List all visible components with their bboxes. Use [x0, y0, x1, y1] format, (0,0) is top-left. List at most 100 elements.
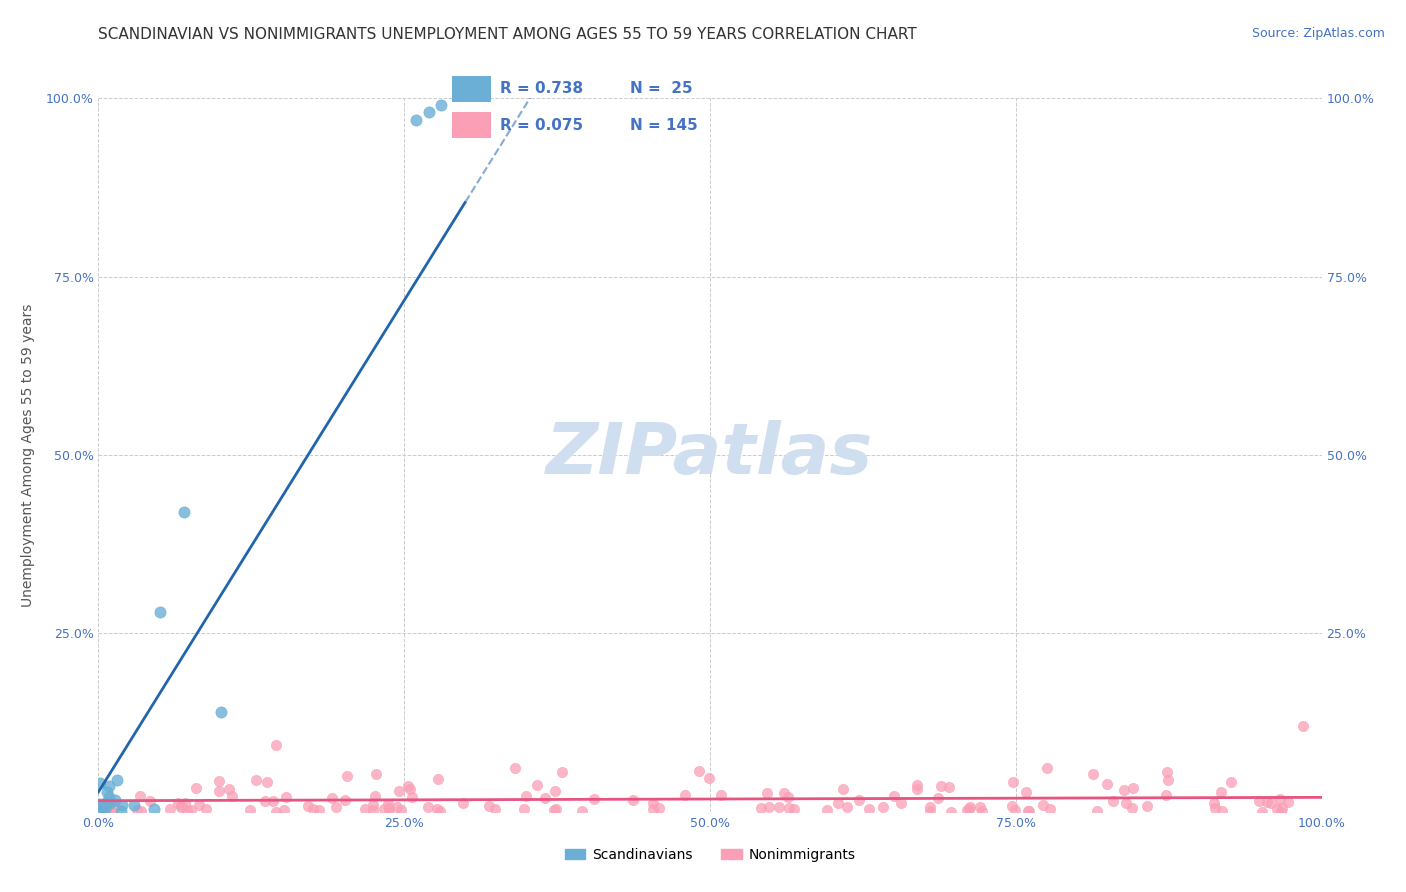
Point [551, 764, 574, 779]
Point [1220, 775, 1243, 789]
Point [1256, 795, 1278, 809]
Point [1204, 796, 1226, 810]
Point [939, 805, 962, 819]
Point [321, 790, 343, 805]
Point [208, 784, 231, 798]
Point [1136, 799, 1159, 814]
Point [96, 785, 118, 799]
Point [526, 778, 548, 792]
Point [389, 804, 412, 818]
Point [373, 802, 395, 816]
Legend: Scandinavians, Nonimmigrants: Scandinavians, Nonimmigrants [560, 842, 860, 868]
Point [89, 797, 111, 812]
Point [688, 764, 710, 778]
Point [710, 788, 733, 802]
Point [533, 790, 555, 805]
Text: R = 0.738: R = 0.738 [501, 81, 583, 96]
Point [94, 802, 117, 816]
Point [749, 801, 772, 815]
Point [1157, 773, 1180, 788]
Point [96, 795, 118, 809]
Point [195, 802, 218, 816]
Text: N = 145: N = 145 [630, 118, 697, 133]
Point [176, 803, 198, 817]
Text: Source: ZipAtlas.com: Source: ZipAtlas.com [1251, 27, 1385, 40]
Point [1122, 780, 1144, 795]
Point [149, 605, 172, 619]
Point [325, 800, 347, 814]
Point [758, 800, 780, 814]
Point [143, 802, 166, 816]
Point [621, 792, 644, 806]
Point [905, 782, 928, 797]
Point [1002, 774, 1025, 789]
Point [91, 797, 114, 811]
Point [254, 794, 277, 808]
Point [827, 796, 849, 810]
Point [378, 800, 401, 814]
Point [398, 781, 420, 796]
Point [905, 779, 928, 793]
Point [167, 796, 190, 810]
Point [98, 796, 121, 810]
Point [778, 800, 800, 814]
Point [111, 797, 134, 812]
Point [333, 792, 356, 806]
Point [543, 803, 565, 817]
Point [264, 805, 287, 819]
Point [364, 789, 387, 804]
Point [184, 780, 207, 795]
Point [276, 789, 298, 804]
Point [1018, 804, 1040, 818]
Point [571, 804, 593, 818]
Point [128, 789, 150, 804]
Point [388, 784, 411, 798]
Point [956, 803, 979, 817]
Text: ZIPatlas: ZIPatlas [547, 420, 873, 490]
Point [503, 760, 526, 774]
Point [89, 803, 111, 817]
Point [418, 105, 440, 120]
Point [239, 803, 262, 817]
Point [97, 789, 120, 804]
Y-axis label: Unemployment Among Ages 55 to 59 years: Unemployment Among Ages 55 to 59 years [21, 303, 35, 607]
Point [429, 804, 451, 818]
Point [361, 803, 384, 817]
Point [364, 767, 387, 781]
Point [1277, 795, 1299, 809]
Point [515, 789, 537, 803]
Point [1292, 719, 1315, 733]
Point [544, 802, 567, 816]
Point [641, 797, 664, 811]
Point [87, 802, 110, 816]
Point [1036, 761, 1059, 775]
Point [756, 786, 779, 800]
Point [336, 770, 359, 784]
Point [180, 803, 202, 817]
Point [918, 800, 941, 814]
Point [648, 801, 671, 815]
Point [1015, 785, 1038, 799]
Point [209, 705, 232, 719]
Point [354, 802, 377, 816]
Point [1204, 801, 1226, 815]
Point [697, 772, 720, 786]
Point [783, 802, 806, 816]
Point [938, 780, 960, 795]
Point [264, 739, 287, 753]
Point [1249, 794, 1271, 808]
Point [273, 803, 295, 817]
Point [969, 800, 991, 814]
Point [1265, 802, 1288, 816]
Point [929, 779, 952, 793]
Point [453, 797, 475, 811]
Point [1121, 801, 1143, 815]
Point [957, 802, 980, 816]
Point [378, 802, 401, 816]
Point [98, 800, 121, 814]
Point [1004, 803, 1026, 817]
Point [1039, 801, 1062, 815]
Point [122, 797, 145, 812]
Point [872, 799, 894, 814]
Point [1085, 804, 1108, 818]
